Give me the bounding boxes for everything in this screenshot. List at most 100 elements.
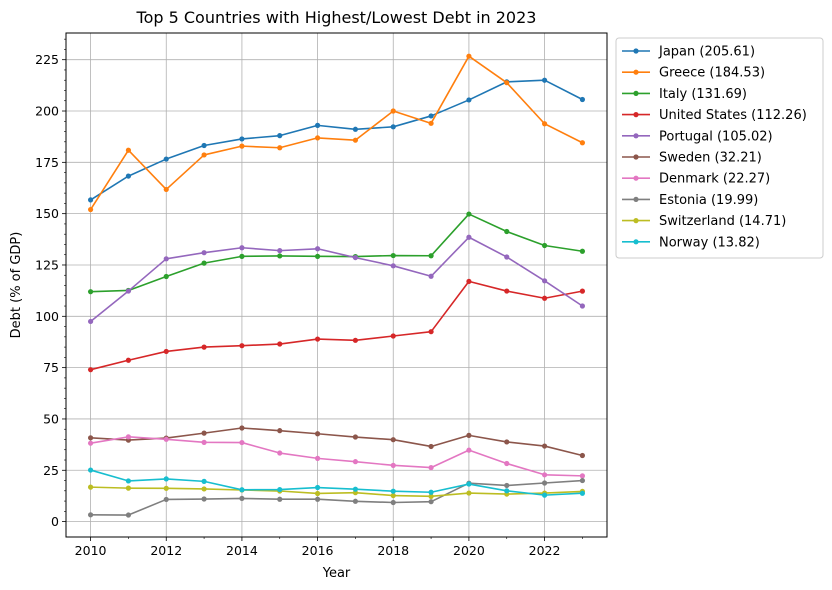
data-point xyxy=(239,487,245,493)
data-point xyxy=(314,336,321,342)
data-point xyxy=(277,341,283,347)
data-point xyxy=(314,253,321,259)
series-line xyxy=(90,79,583,201)
series-6 xyxy=(87,434,586,479)
y-tick-label: 225 xyxy=(35,52,59,67)
data-point xyxy=(163,256,169,262)
data-point xyxy=(125,147,132,153)
data-point xyxy=(87,318,94,325)
data-point xyxy=(87,367,94,373)
data-point xyxy=(504,254,510,260)
data-point xyxy=(125,357,132,363)
series-line xyxy=(90,479,583,516)
data-point xyxy=(163,186,169,193)
data-point xyxy=(125,485,132,491)
legend-item: United States (112.26) xyxy=(622,108,807,123)
data-point xyxy=(125,478,132,484)
data-point xyxy=(314,484,321,491)
data-point xyxy=(390,252,396,259)
data-point xyxy=(314,455,321,461)
y-tick-label: 125 xyxy=(35,257,59,272)
series-line xyxy=(90,486,583,498)
y-tick-label: 75 xyxy=(43,360,59,375)
data-point xyxy=(428,489,434,495)
data-point xyxy=(163,436,169,442)
series-9 xyxy=(87,467,586,498)
legend-marker xyxy=(633,154,639,160)
data-point xyxy=(428,273,434,279)
series-line xyxy=(90,436,583,477)
data-point xyxy=(466,278,472,285)
data-point xyxy=(390,108,396,114)
data-point xyxy=(352,254,359,261)
legend-item: Switzerland (14.71) xyxy=(622,214,786,229)
y-tick-label: 25 xyxy=(43,463,59,478)
series-2 xyxy=(87,211,586,295)
data-point xyxy=(239,253,245,259)
data-point xyxy=(277,428,283,434)
data-point xyxy=(201,152,207,158)
x-tick-label: 2012 xyxy=(150,543,182,558)
data-point xyxy=(352,498,359,504)
data-point xyxy=(390,492,396,499)
legend-marker xyxy=(633,112,639,118)
legend-label: United States (112.26) xyxy=(659,108,807,123)
data-point xyxy=(314,246,321,252)
data-point xyxy=(504,80,510,86)
data-point xyxy=(87,467,94,473)
data-point xyxy=(277,133,283,139)
legend: Japan (205.61) Greece (184.53) Italy (131.… xyxy=(615,37,824,259)
data-point xyxy=(428,499,434,505)
data-point xyxy=(125,173,132,179)
legend-item: Greece (184.53) xyxy=(622,66,765,81)
data-point xyxy=(428,253,434,259)
legend-label: Estonia (19.99) xyxy=(659,193,758,208)
data-point xyxy=(87,289,94,295)
data-point xyxy=(201,486,207,492)
data-point xyxy=(87,512,94,518)
legend-item: Norway (13.82) xyxy=(622,235,760,250)
data-point xyxy=(163,273,169,280)
data-point xyxy=(125,512,132,518)
series-line xyxy=(90,280,583,371)
data-point xyxy=(163,485,169,491)
legend-marker xyxy=(633,239,639,245)
data-point xyxy=(277,253,283,259)
chart-title: Top 5 Countries with Highest/Lowest Debt… xyxy=(136,8,537,27)
legend-item: Portugal (105.02) xyxy=(622,129,773,144)
x-tick-label: 2014 xyxy=(226,543,258,558)
y-tick-label: 175 xyxy=(35,155,59,170)
series-line xyxy=(90,236,583,323)
data-point xyxy=(314,431,321,437)
data-point xyxy=(277,496,283,502)
data-point xyxy=(239,245,245,251)
y-tick-label: 200 xyxy=(35,104,59,119)
series-line xyxy=(90,469,583,496)
data-point xyxy=(314,135,321,141)
data-point xyxy=(504,460,510,467)
legend-label: Japan (205.61) xyxy=(658,45,755,60)
series-lines xyxy=(87,53,586,518)
legend-label: Switzerland (14.71) xyxy=(659,214,786,229)
data-point xyxy=(466,234,472,240)
legend-item: Italy (131.69) xyxy=(622,87,747,102)
series-1 xyxy=(87,53,586,213)
data-point xyxy=(390,462,396,468)
data-point xyxy=(314,496,321,502)
data-point xyxy=(201,478,207,484)
data-point xyxy=(504,482,510,489)
data-point xyxy=(352,486,359,492)
series-line xyxy=(90,213,583,293)
data-point xyxy=(579,140,586,146)
data-point xyxy=(87,197,94,203)
data-point xyxy=(201,439,207,445)
data-point xyxy=(579,96,586,103)
data-point xyxy=(428,329,434,335)
data-point xyxy=(239,143,245,149)
legend-marker xyxy=(633,69,639,75)
legend-item: Estonia (19.99) xyxy=(622,193,758,208)
data-point xyxy=(579,288,586,294)
data-point xyxy=(163,348,169,355)
data-point xyxy=(428,113,434,119)
